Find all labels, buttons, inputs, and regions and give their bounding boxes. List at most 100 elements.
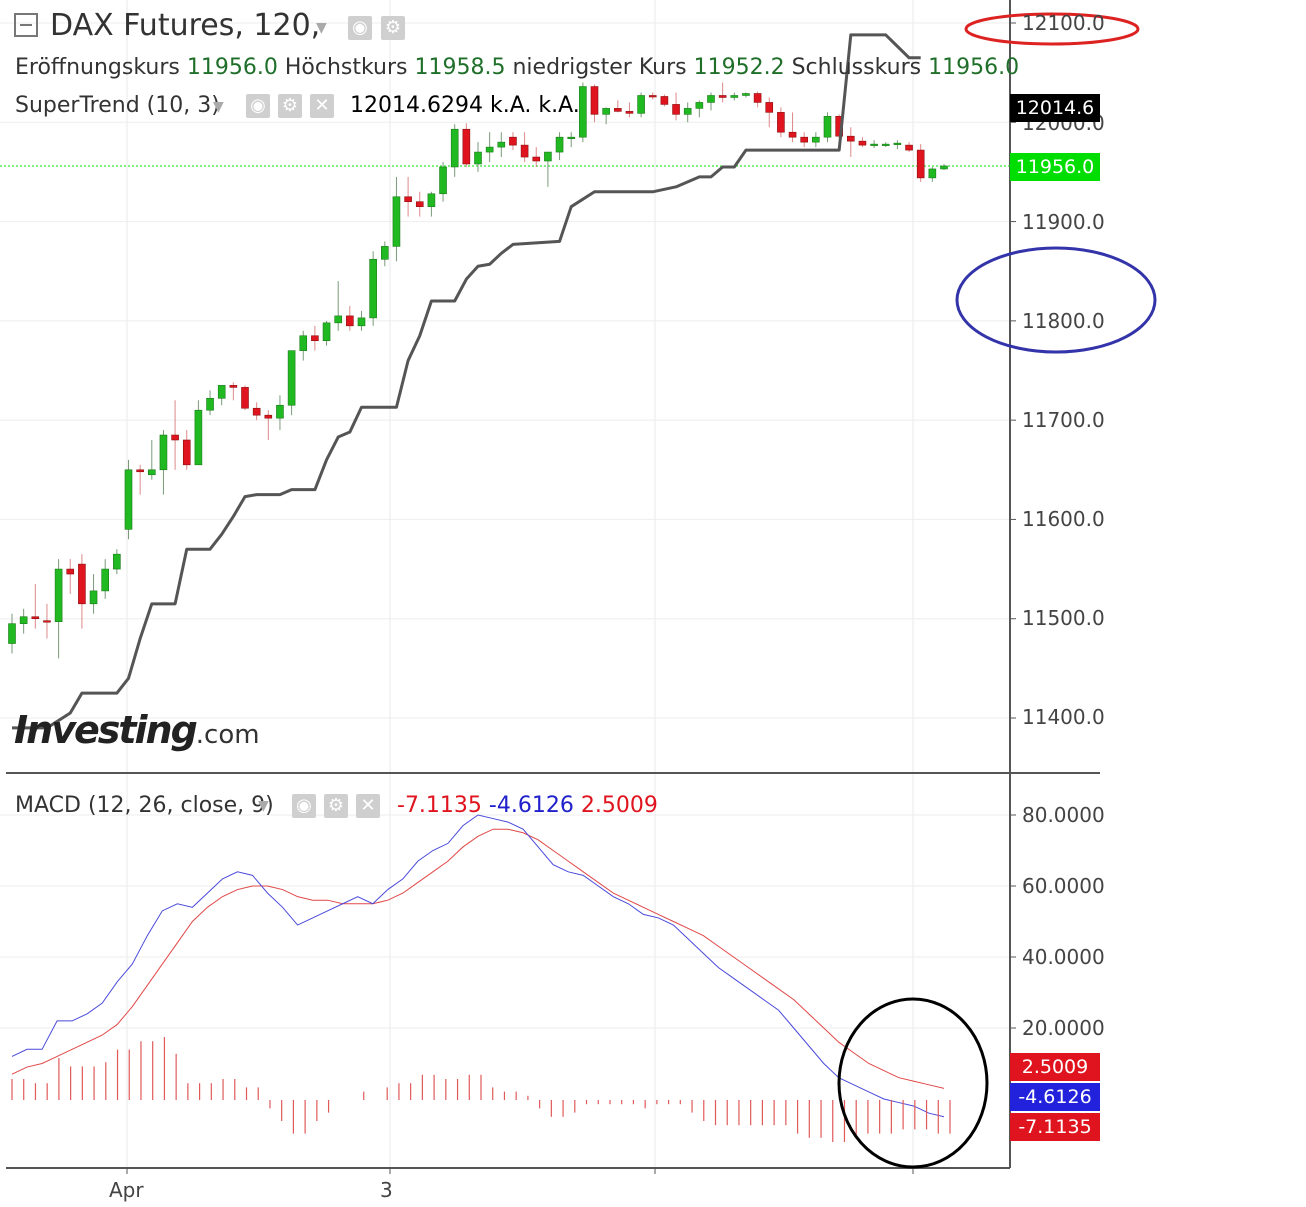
chart-title: DAX Futures, 120, [50, 8, 321, 43]
ohlc-legend: Eröffnungskurs 11956.0 Höchstkurs 11958.… [15, 55, 1019, 80]
last-price-tag: 11956.0 [1010, 153, 1100, 181]
candle-up [730, 95, 739, 98]
candle-up [334, 315, 343, 324]
candle-down [171, 434, 179, 441]
candle-up [450, 128, 459, 168]
candle-up [287, 350, 296, 406]
eye-icon[interactable]: ◉ [246, 94, 270, 118]
histogram-tag: -7.1135 [1010, 1113, 1100, 1141]
candle-down [718, 95, 727, 98]
eye-icon[interactable]: ◉ [292, 794, 316, 818]
candle-down [241, 387, 249, 409]
candle-down [520, 144, 529, 158]
candle-up [940, 165, 948, 170]
supertrend-line [12, 33, 921, 730]
chevron-down-icon[interactable]: ▼ [213, 99, 224, 115]
price-tick: 11900.0 [1022, 210, 1105, 234]
candle-up [380, 246, 389, 260]
candle-down [415, 201, 424, 207]
price-tick: 11500.0 [1022, 606, 1105, 630]
candle-up [474, 151, 482, 165]
candle-up [19, 616, 28, 624]
annotation-black-ellipse [837, 997, 989, 1169]
candle-up [322, 322, 331, 342]
candle-up [101, 568, 109, 592]
candle-up [544, 151, 552, 162]
close-icon[interactable]: ✕ [310, 94, 334, 118]
supertrend-value: 12014.6294 [350, 93, 483, 118]
candle-up [497, 141, 506, 148]
eye-icon[interactable]: ◉ [348, 16, 372, 40]
candle-down [311, 335, 319, 342]
close-value: 11956.0 [928, 55, 1020, 80]
macd-values: -7.1135 -4.6126 2.5009 [397, 793, 658, 818]
candle-up [637, 95, 645, 114]
na-value-1: k.A. [489, 93, 532, 118]
candle-up [823, 116, 832, 138]
candle-down [264, 414, 273, 419]
candle-up [369, 258, 377, 319]
candle-up [217, 385, 226, 399]
candle-up [392, 196, 401, 247]
chevron-down-icon[interactable]: ▼ [258, 798, 269, 814]
candle-down [78, 563, 86, 605]
candle-down [613, 108, 622, 112]
gear-icon[interactable]: ⚙ [381, 16, 405, 40]
candle-down [916, 149, 925, 179]
candle-up [8, 623, 16, 644]
candle-up [567, 136, 576, 139]
candle-up [206, 397, 214, 411]
candle-down [136, 469, 144, 473]
low-value: 11952.2 [693, 55, 785, 80]
candle-down [590, 86, 599, 115]
candle-up [357, 317, 366, 327]
candle-up [148, 469, 156, 476]
candle-up [870, 143, 878, 146]
macd-line [11, 814, 945, 1118]
macd-tick: 60.0000 [1022, 874, 1105, 898]
chevron-down-icon[interactable]: ▼ [316, 20, 327, 36]
candle-down [229, 385, 238, 388]
macd-signal-line [11, 828, 945, 1089]
candle-up [299, 335, 308, 351]
time-label-apr: Apr [109, 1178, 144, 1202]
candle-down [672, 104, 680, 115]
candle-down [252, 407, 261, 416]
collapse-icon[interactable] [14, 13, 38, 37]
logo-brand: Investing [14, 708, 198, 752]
candle-up [439, 166, 447, 195]
supertrend-values: 12014.6294 k.A. k.A. [350, 93, 580, 118]
candle-down [509, 136, 517, 146]
open-value: 11956.0 [186, 55, 278, 80]
candle-down [66, 568, 75, 575]
macd-tag: -4.6126 [1010, 1083, 1100, 1111]
candle-down [404, 196, 412, 203]
candle-down [788, 131, 797, 138]
gear-icon[interactable]: ⚙ [278, 94, 302, 118]
candle-down [846, 135, 855, 142]
candle-up [812, 136, 820, 143]
close-icon[interactable]: ✕ [356, 794, 380, 818]
gear-icon[interactable]: ⚙ [324, 794, 348, 818]
time-label-3: 3 [380, 1178, 393, 1202]
candle-up [893, 142, 902, 145]
candle-up [602, 108, 610, 115]
macd-tick: 40.0000 [1022, 945, 1105, 969]
candle-down [31, 616, 40, 620]
candle-up [555, 136, 564, 153]
close-label: Schlusskurs [791, 55, 922, 80]
candle-up [427, 193, 436, 207]
candle-up [742, 93, 750, 96]
candle-down [765, 102, 774, 113]
open-label: Eröffnungskurs [15, 55, 180, 80]
supertrend-price-tag: 12014.6 [1010, 94, 1100, 122]
signal-tag: 2.5009 [1010, 1053, 1100, 1081]
candle-up [579, 86, 587, 138]
candle-down [532, 156, 541, 162]
candle-down [182, 439, 191, 466]
candle-up [683, 108, 692, 115]
candle-down [858, 140, 867, 146]
candle-up [113, 553, 121, 570]
price-tick: 11400.0 [1022, 705, 1105, 729]
